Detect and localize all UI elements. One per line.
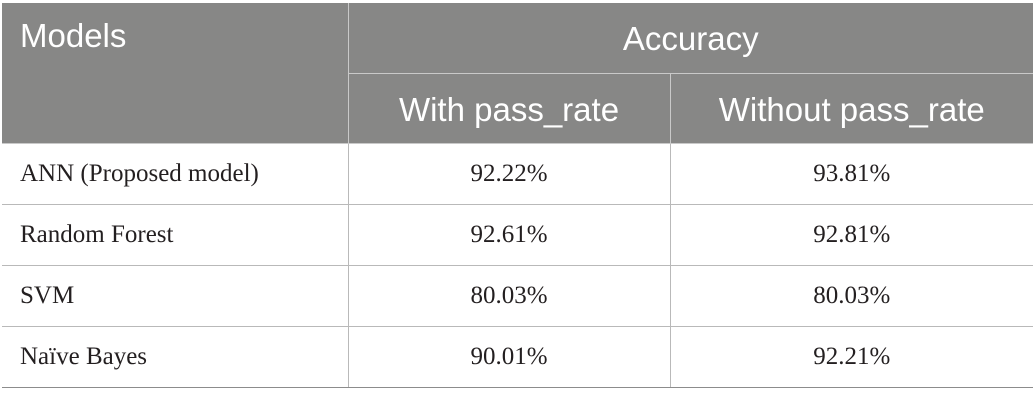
table-row: Naïve Bayes 90.01% 92.21% — [2, 326, 1033, 388]
model-name-cell: ANN (Proposed model) — [2, 143, 349, 205]
model-name-cell: Random Forest — [2, 204, 349, 266]
models-column-header: Models — [2, 3, 349, 144]
without-pass-rate-cell: 80.03% — [669, 265, 1033, 327]
with-pass-rate-header: With pass_rate — [347, 73, 671, 144]
table-body: ANN (Proposed model) 92.22% 93.81% Rando… — [2, 143, 1033, 388]
without-pass-rate-cell: 92.81% — [669, 204, 1033, 266]
without-pass-rate-cell: 92.21% — [669, 326, 1033, 388]
with-pass-rate-cell: 80.03% — [347, 265, 671, 327]
table-row: SVM 80.03% 80.03% — [2, 265, 1033, 327]
table-row: Random Forest 92.61% 92.81% — [2, 204, 1033, 266]
table-header: Models Accuracy With pass_rate Without p… — [2, 3, 1033, 144]
header-row-top: Models Accuracy — [2, 3, 1033, 144]
model-name-cell: SVM — [2, 265, 349, 327]
header-row-sub: With pass_rate Without pass_rate — [2, 73, 1033, 144]
table-row: ANN (Proposed model) 92.22% 93.81% — [2, 143, 1033, 205]
accuracy-group-header: Accuracy — [347, 3, 1033, 74]
with-pass-rate-cell: 92.61% — [347, 204, 671, 266]
without-pass-rate-cell: 93.81% — [669, 143, 1033, 205]
with-pass-rate-cell: 92.22% — [347, 143, 671, 205]
without-pass-rate-header: Without pass_rate — [669, 73, 1033, 144]
with-pass-rate-cell: 90.01% — [347, 326, 671, 388]
accuracy-comparison-table: Models Accuracy With pass_rate Without p… — [2, 3, 1033, 388]
model-name-cell: Naïve Bayes — [2, 326, 349, 388]
